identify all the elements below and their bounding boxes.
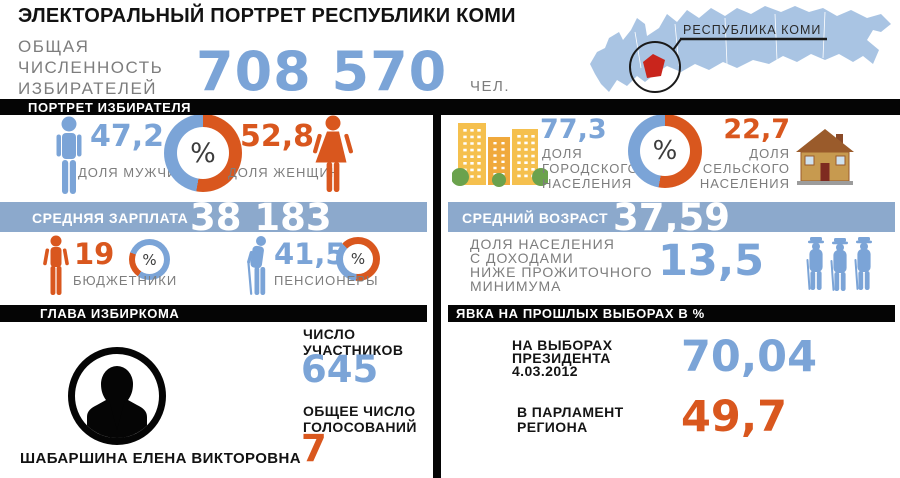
person-silhouette-icon: [87, 366, 147, 438]
participants-value: 645: [301, 348, 379, 391]
section-commission-title: ГЛАВА ИЗБИРКОМА: [40, 306, 180, 321]
percent-sign: %: [640, 126, 690, 176]
section-portrait-bar: ПОРТРЕТ ИЗБИРАТЕЛЯ: [0, 99, 900, 115]
section-turnout-bar: ЯВКА НА ПРОШЛЫХ ВЫБОРАХ В %: [448, 305, 895, 322]
budget-worker-icon: [43, 235, 69, 295]
rural-share-value: 22,7: [723, 114, 790, 145]
budget-workers-value: 19: [74, 237, 115, 271]
map-region-label: РЕСПУБЛИКА КОМИ: [683, 23, 821, 37]
participants-label: ЧИСЛО УЧАСТНИКОВ: [303, 326, 404, 358]
page-title: ЭЛЕКТОРАЛЬНЫЙ ПОРТРЕТ РЕСПУБЛИКИ КОМИ: [18, 5, 516, 27]
rural-share-label: ДОЛЯ СЕЛЬСКОГО НАСЕЛЕНИЯ: [699, 146, 790, 191]
house-icon: [796, 129, 854, 185]
age-value: 37,59: [613, 196, 731, 239]
parliament-turnout-value: 49,7: [681, 392, 788, 442]
elderly-group-icon: [806, 237, 872, 291]
city-icon: [452, 123, 548, 187]
woman-icon: [313, 115, 353, 192]
section-turnout-title: ЯВКА НА ПРОШЛЫХ ВЫБОРАХ В %: [456, 306, 705, 321]
pension-donut-chart: %: [336, 237, 380, 281]
russia-map-icon: РЕСПУБЛИКА КОМИ: [590, 6, 891, 93]
poverty-label: ДОЛЯ НАСЕЛЕНИЯ С ДОХОДАМИ НИЖЕ ПРОЖИТОЧН…: [470, 236, 653, 294]
women-share-value: 52,8: [240, 119, 315, 154]
pensioners-value: 41,5: [274, 237, 346, 271]
settlement-donut-chart: %: [628, 114, 702, 188]
commission-head-name: ШАБАРШИНА ЕЛЕНА ВИКТОРОВНА: [20, 450, 301, 467]
budget-donut-chart: %: [129, 239, 170, 280]
total-voters-label: ОБЩАЯ ЧИСЛЕННОСТЬ ИЗБИРАТЕЛЕЙ: [18, 37, 164, 98]
total-voters-value: 708 570: [196, 40, 448, 103]
poverty-value: 13,5: [658, 236, 765, 286]
votes-label: ОБЩЕЕ ЧИСЛО ГОЛОСОВАНИЙ: [303, 403, 417, 435]
percent-sign: %: [177, 127, 229, 179]
gender-donut-chart: %: [164, 114, 242, 192]
age-bar: СРЕДНИЙ ВОЗРАСТ 37,59: [448, 196, 895, 239]
salary-bar: СРЕДНЯЯ ЗАРПЛАТА 38 183: [0, 196, 427, 239]
russia-map: РЕСПУБЛИКА КОМИ: [575, 2, 900, 114]
avatar: [68, 347, 166, 445]
age-label: СРЕДНИЙ ВОЗРАСТ: [462, 210, 608, 226]
votes-value: 7: [301, 427, 327, 470]
women-share-label: ДОЛЯ ЖЕНЩИН: [228, 165, 341, 180]
section-commission-bar: ГЛАВА ИЗБИРКОМА: [0, 305, 427, 322]
parliament-turnout-label: В ПАРЛАМЕНТ РЕГИОНА: [517, 404, 624, 435]
pensioner-icon: [247, 236, 266, 295]
salary-label: СРЕДНЯЯ ЗАРПЛАТА: [32, 210, 189, 226]
komi-region-icon: [643, 54, 665, 78]
column-divider: [433, 114, 441, 478]
section-portrait-title: ПОРТРЕТ ИЗБИРАТЕЛЯ: [28, 99, 192, 115]
president-turnout-value: 70,04: [681, 332, 818, 382]
urban-share-value: 77,3: [540, 114, 607, 145]
man-icon: [56, 116, 82, 194]
urban-share-label: ДОЛЯ ГОРОДСКОГО НАСЕЛЕНИЯ: [542, 146, 639, 191]
percent-sign: %: [343, 244, 373, 274]
pensioners-label: ПЕНСИОНЕРЫ: [274, 273, 379, 288]
president-turnout-label: НА ВЫБОРАХ ПРЕЗИДЕНТА 4.03.2012: [512, 337, 613, 379]
total-voters-unit: ЧЕЛ.: [470, 78, 511, 95]
percent-sign: %: [135, 245, 164, 274]
men-share-value: 47,2: [90, 119, 165, 154]
budget-workers-label: БЮДЖЕТНИКИ: [73, 273, 178, 288]
salary-value: 38 183: [190, 196, 332, 239]
